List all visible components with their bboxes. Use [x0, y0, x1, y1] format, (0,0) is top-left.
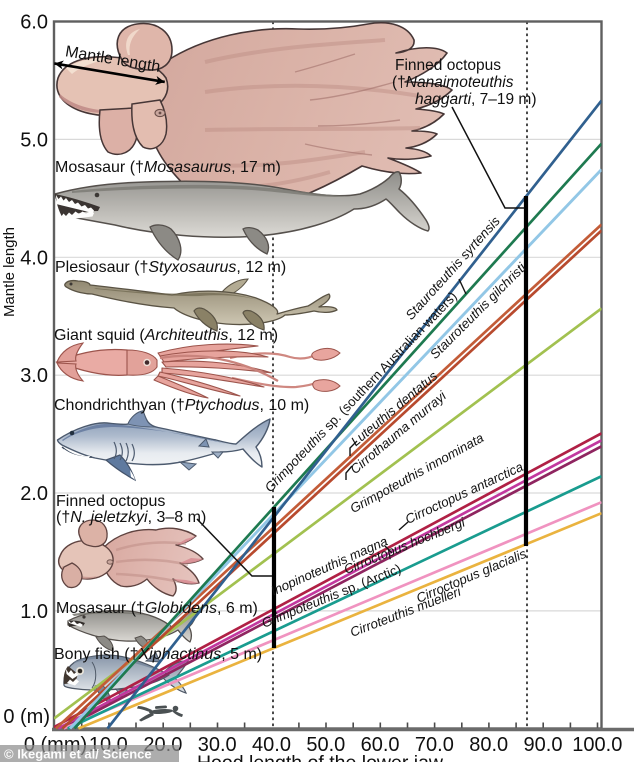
svg-text:70.0: 70.0 — [415, 734, 454, 756]
svg-text:40.0: 40.0 — [252, 734, 291, 756]
svg-text:3.0: 3.0 — [20, 365, 48, 387]
svg-text:Giant squid (Architeuthis, 12: Giant squid (Architeuthis, 12 m) — [54, 327, 278, 344]
svg-text:90.0: 90.0 — [524, 734, 563, 756]
svg-text:6.0: 6.0 — [20, 12, 48, 34]
svg-text:haggarti, 7–19 m): haggarti, 7–19 m) — [415, 91, 537, 108]
svg-text:Finned octopus: Finned octopus — [395, 57, 501, 74]
svg-text:0 (m): 0 (m) — [3, 706, 50, 728]
svg-text:(†N. jeletzkyi, 3–8 m): (†N. jeletzkyi, 3–8 m) — [56, 509, 206, 526]
svg-text:80.0: 80.0 — [469, 734, 508, 756]
svg-text:(†Nanaimoteuthis: (†Nanaimoteuthis — [392, 74, 514, 91]
svg-text:5.0: 5.0 — [20, 129, 48, 151]
svg-text:50.0: 50.0 — [306, 734, 345, 756]
svg-text:Mosasaur (†Globidens, 6 m): Mosasaur (†Globidens, 6 m) — [56, 600, 258, 617]
svg-text:60.0: 60.0 — [361, 734, 400, 756]
svg-text:30.0: 30.0 — [198, 734, 237, 756]
svg-text:1.0: 1.0 — [20, 601, 48, 623]
svg-text:Mantle length: Mantle length — [1, 227, 18, 317]
svg-text:100.0: 100.0 — [572, 734, 622, 756]
svg-text:Mosasaur (†Mosasaurus, 17 m): Mosasaur (†Mosasaurus, 17 m) — [55, 159, 281, 176]
svg-text:Bony fish (†Xiphactinus, 5 m): Bony fish (†Xiphactinus, 5 m) — [54, 646, 262, 663]
svg-text:2.0: 2.0 — [20, 483, 48, 505]
svg-text:Finned octopus: Finned octopus — [56, 493, 165, 510]
svg-text:Chondrichthyan (†Ptychodus, 10: Chondrichthyan (†Ptychodus, 10 m) — [54, 397, 309, 414]
svg-text:Hood length of the lower jaw: Hood length of the lower jaw — [197, 752, 444, 762]
svg-text:© Ikegami et al/ Science: © Ikegami et al/ Science — [4, 747, 152, 762]
svg-text:4.0: 4.0 — [20, 247, 48, 269]
svg-text:Plesiosaur (†Styxosaurus, 12 m: Plesiosaur (†Styxosaurus, 12 m) — [55, 259, 286, 276]
